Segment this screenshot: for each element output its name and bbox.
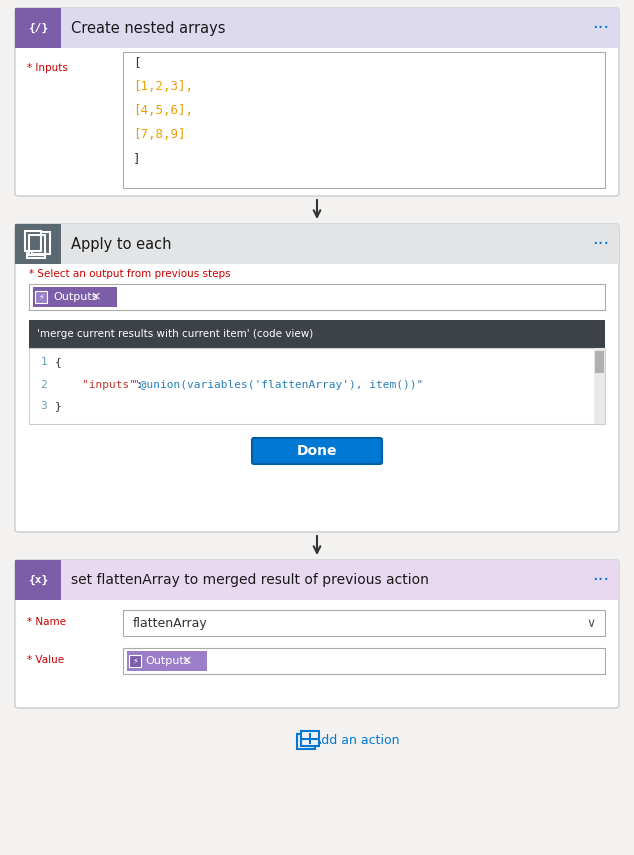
Text: [7,8,9]: [7,8,9] xyxy=(133,128,186,141)
Bar xyxy=(127,651,207,671)
Text: ···: ··· xyxy=(592,571,609,589)
Bar xyxy=(297,734,315,749)
Text: 2: 2 xyxy=(40,380,47,390)
FancyBboxPatch shape xyxy=(15,224,619,264)
Text: }: } xyxy=(55,401,61,411)
Bar xyxy=(15,32,619,48)
Text: 3: 3 xyxy=(40,401,47,411)
Bar xyxy=(123,52,605,188)
Text: ∨: ∨ xyxy=(586,616,595,629)
Bar xyxy=(35,291,47,303)
Bar xyxy=(129,655,141,667)
Bar xyxy=(123,610,605,636)
Text: ]: ] xyxy=(133,152,141,166)
Text: [4,5,6],: [4,5,6], xyxy=(133,104,193,117)
FancyBboxPatch shape xyxy=(15,224,619,532)
Text: Outputs: Outputs xyxy=(53,292,98,302)
Text: flattenArray: flattenArray xyxy=(133,616,208,629)
Text: Add an action: Add an action xyxy=(313,734,399,746)
Text: Apply to each: Apply to each xyxy=(71,237,172,251)
Text: Create nested arrays: Create nested arrays xyxy=(71,21,226,36)
Bar xyxy=(29,348,605,424)
FancyBboxPatch shape xyxy=(252,438,382,464)
Text: 'merge current results with current item' (code view): 'merge current results with current item… xyxy=(37,329,313,339)
Bar xyxy=(29,235,45,255)
Text: {: { xyxy=(55,357,61,367)
FancyBboxPatch shape xyxy=(15,560,619,600)
Text: * Value: * Value xyxy=(27,655,64,665)
Text: * Name: * Name xyxy=(27,617,66,627)
FancyBboxPatch shape xyxy=(15,560,619,708)
Bar xyxy=(32,232,50,254)
Bar xyxy=(33,287,117,307)
Bar xyxy=(15,8,61,48)
Text: 1: 1 xyxy=(40,357,47,367)
Bar xyxy=(595,351,604,373)
Text: ⚡: ⚡ xyxy=(38,292,44,302)
Text: set flattenArray to merged result of previous action: set flattenArray to merged result of pre… xyxy=(71,573,429,587)
Bar xyxy=(15,224,61,264)
Text: ···: ··· xyxy=(592,235,609,253)
Text: Done: Done xyxy=(297,444,337,458)
FancyBboxPatch shape xyxy=(15,8,619,196)
Text: {x}: {x} xyxy=(28,575,48,585)
Bar xyxy=(594,348,605,424)
FancyBboxPatch shape xyxy=(15,8,619,48)
Bar xyxy=(29,320,605,348)
Bar xyxy=(301,731,319,746)
Text: * Select an output from previous steps: * Select an output from previous steps xyxy=(29,269,231,279)
Bar xyxy=(123,648,605,674)
Text: Outputs: Outputs xyxy=(145,656,190,666)
Text: ×: × xyxy=(182,654,192,668)
Text: ⚡: ⚡ xyxy=(132,657,138,665)
Text: * Inputs: * Inputs xyxy=(27,63,68,73)
Bar xyxy=(123,52,605,188)
Text: "@union(variables('flattenArray'), item())": "@union(variables('flattenArray'), item(… xyxy=(133,380,423,390)
Bar xyxy=(25,231,41,251)
Bar xyxy=(15,224,61,264)
Text: [: [ xyxy=(133,56,141,69)
Bar xyxy=(27,236,45,258)
Bar xyxy=(29,284,605,310)
Bar xyxy=(15,584,619,600)
Text: "inputs":: "inputs": xyxy=(55,380,150,390)
Bar xyxy=(15,248,619,264)
Text: [1,2,3],: [1,2,3], xyxy=(133,80,193,93)
Text: ···: ··· xyxy=(592,19,609,37)
Bar xyxy=(15,560,61,600)
Text: {/}: {/} xyxy=(28,23,48,33)
Text: ×: × xyxy=(91,291,101,304)
